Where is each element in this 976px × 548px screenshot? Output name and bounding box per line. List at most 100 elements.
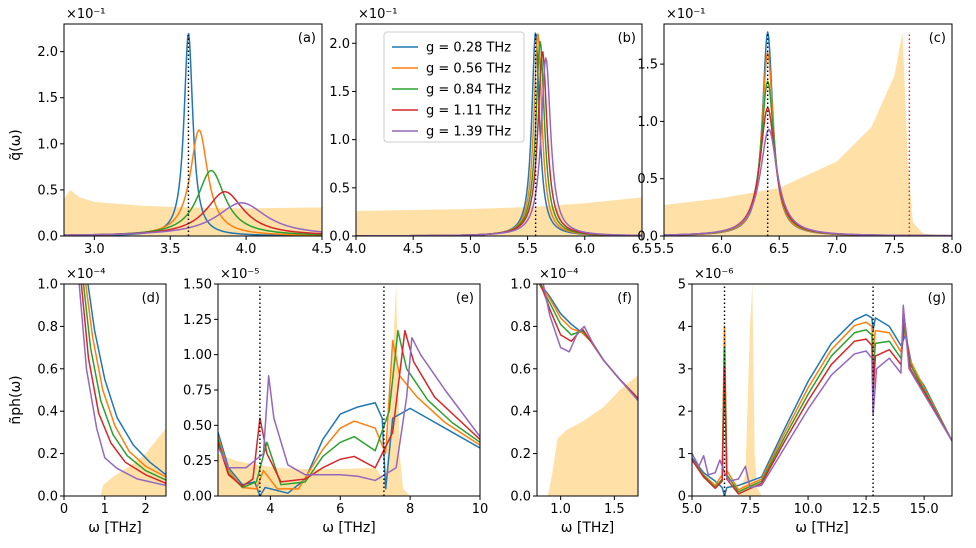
ytick-label-e-2: 0.50 [183, 419, 212, 434]
panel-f: 1.0 1.5 0.0 0.2 0.4 0.6 0.8 1.0 ×10⁻⁴ (f) ω [THz] [510, 267, 639, 536]
plot-area-a [64, 32, 322, 236]
ytick-label-c-2: 1.0 [637, 115, 658, 130]
ytick-label-c-1: 0.5 [637, 172, 658, 187]
panel-b: 4.0 4.5 5.0 5.5 6.0 6.5 0.0 0.5 1.0 1.5 2.0 ×10⁻¹ (b… [329, 7, 652, 257]
xtick-label-a-1: 3.5 [160, 242, 181, 257]
ytick-label-b-1: 0.5 [329, 181, 350, 196]
x-axis-label-e: ω [THz] [322, 520, 376, 536]
xtick-label-e-3: 10 [472, 502, 489, 517]
legend-label-1: g = 0.56 THz [426, 62, 511, 77]
ytick-label-b-0: 0.0 [329, 230, 350, 245]
panel-tag-g: (g) [928, 291, 946, 306]
plot-area-c [664, 31, 952, 236]
xtick-label-b-1: 4.5 [403, 242, 424, 257]
ytick-label-a-1: 0.5 [37, 183, 58, 198]
series-d-2 [82, 284, 166, 481]
xtick-label-g-0: 5.0 [682, 502, 703, 517]
series-d-1 [85, 284, 166, 478]
ytick-label-a-2: 1.0 [37, 137, 58, 152]
x-axis-label-f: ω [THz] [561, 520, 615, 536]
series-e-4 [218, 336, 480, 482]
axes-frame-a [63, 23, 323, 237]
ytick-label-d-5: 1.0 [37, 278, 58, 293]
panels-layer: 3.0 3.5 4.0 4.50.00.51.01.52.0×10⁻¹(a)4.0 4.… [37, 7, 962, 536]
panel-a: 3.0 3.5 4.0 4.5 0.0 0.5 1.0 1.5 2.0 ×10⁻¹ (a) [37, 7, 332, 257]
ytick-label-e-3: 0.75 [183, 384, 212, 399]
legend: g = 0.28 THz g = 0.56 THz g = 0.84 THz g = … [383, 31, 525, 143]
ytick-label-e-0: 0.00 [183, 490, 212, 505]
scale-label-a: ×10⁻¹ [66, 7, 106, 22]
panel-e: 4 6 8 10 0.00 0.25 0.50 0.75 1.00 1.25 1.50 ×10⁻⁵ (e… [183, 267, 488, 536]
series-e-2 [218, 329, 480, 489]
xtick-label-b-3: 5.5 [517, 242, 538, 257]
ytick-label-d-0: 0.0 [37, 490, 58, 505]
axes-frame-b [355, 23, 643, 237]
scale-label-f: ×10⁻⁴ [539, 267, 579, 282]
dos-fill-a [64, 189, 322, 236]
axes-frame-e [217, 283, 481, 497]
xtick-label-e-1: 6 [336, 502, 344, 517]
panel-g: 5.0 7.5 10.0 12.5 15.0 0 1 2 3 4 5 ×10⁻⁶ (g) ω [THz] [678, 267, 953, 536]
ytick-label-e-6: 1.50 [183, 278, 212, 293]
dos-fill-e [218, 284, 480, 496]
xtick-label-e-0: 4 [266, 502, 274, 517]
series-a-4 [64, 202, 322, 236]
plot-area-e [218, 284, 480, 496]
series-g-4 [692, 304, 952, 489]
dos-fill-c [664, 32, 952, 236]
xtick-label-a-3: 4.5 [312, 242, 333, 257]
axes-frame-c [663, 23, 953, 237]
panel-tag-c: (c) [929, 31, 946, 46]
series-d-0 [87, 284, 166, 476]
xtick-label-c-5: 8.0 [942, 242, 963, 257]
series-d-3 [80, 284, 166, 484]
ytick-label-e-5: 1.25 [183, 313, 212, 328]
legend-label-0: g = 0.28 THz [426, 41, 511, 56]
scale-label-g: ×10⁻⁶ [694, 267, 734, 282]
bottom-y-axis-label: ñph(ω) [8, 375, 24, 424]
ytick-label-a-4: 2.0 [37, 45, 58, 60]
ytick-label-g-5: 5 [678, 278, 686, 293]
panel-d: 0 1 2 0.0 0.2 0.4 0.6 0.8 1.0 ×10⁻⁴ (d) ω [THz] [37, 267, 167, 536]
axes-frame-d [63, 283, 167, 497]
ytick-label-a-0: 0.0 [37, 230, 58, 245]
ytick-label-f-0: 0.0 [510, 490, 531, 505]
ytick-label-a-3: 1.5 [37, 91, 58, 106]
series-e-1 [218, 339, 480, 490]
xtick-label-c-1: 6.0 [711, 242, 732, 257]
ytick-label-d-2: 0.4 [37, 405, 58, 420]
ytick-label-g-2: 2 [678, 405, 686, 420]
panel-tag-a: (a) [298, 31, 316, 46]
ytick-label-c-0: 0.0 [637, 230, 658, 245]
series-c-4 [664, 128, 952, 236]
xtick-label-b-4: 6.0 [574, 242, 595, 257]
xtick-label-g-1: 7.5 [740, 502, 761, 517]
panel-c: 5.5 6.0 6.5 7.0 7.5 8.0 0.0 0.5 1.0 1.5 ×10⁻¹ (c) [637, 7, 962, 257]
ytick-label-g-4: 4 [678, 320, 686, 335]
xtick-label-e-2: 8 [406, 502, 414, 517]
panel-tag-f: (f) [617, 291, 632, 306]
ytick-label-g-3: 3 [678, 362, 686, 377]
legend-label-3: g = 1.11 THz [426, 104, 511, 119]
ytick-label-f-5: 1.0 [510, 278, 531, 293]
ytick-label-d-4: 0.8 [37, 320, 58, 335]
series-g-1 [692, 321, 952, 491]
series-d-4 [78, 284, 166, 487]
panel-tag-e: (e) [456, 291, 474, 306]
scale-label-c: ×10⁻¹ [666, 7, 706, 22]
ytick-label-f-1: 0.2 [510, 447, 531, 462]
top-y-axis-label: q̃(ω) [8, 129, 24, 161]
xtick-label-c-2: 6.5 [769, 242, 790, 257]
panel-tag-b: (b) [618, 31, 636, 46]
ytick-label-e-1: 0.25 [183, 454, 212, 469]
xtick-label-d-1: 1 [101, 502, 109, 517]
series-g-3 [692, 317, 952, 495]
xtick-label-a-2: 4.0 [236, 242, 257, 257]
xtick-label-g-4: 15.0 [910, 502, 939, 517]
ytick-label-c-3: 1.5 [637, 58, 658, 73]
ytick-label-b-2: 1.0 [329, 133, 350, 148]
x-axis-label-d: ω [THz] [88, 520, 142, 536]
plot-area-d [64, 284, 166, 496]
ytick-label-g-0: 0 [678, 490, 686, 505]
